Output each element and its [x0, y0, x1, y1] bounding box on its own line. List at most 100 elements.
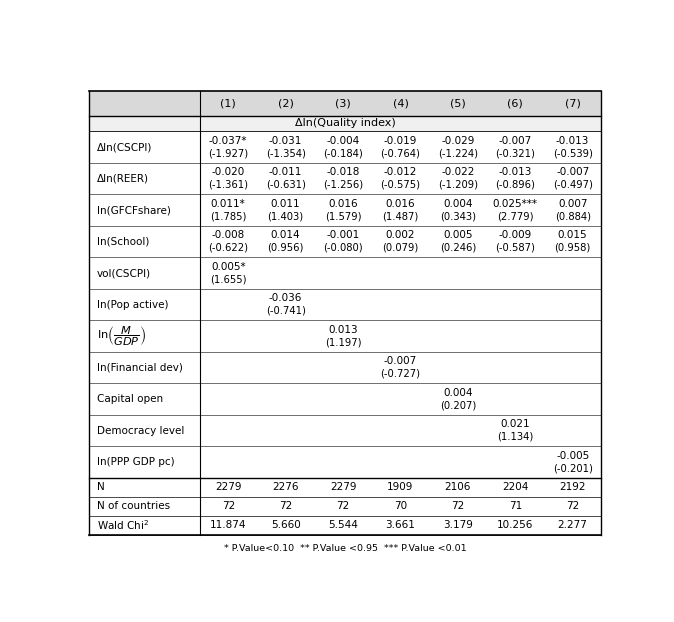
- Text: 0.007: 0.007: [558, 199, 588, 209]
- Text: (5): (5): [450, 98, 466, 108]
- Text: ln(School): ln(School): [97, 236, 150, 246]
- Text: -0.018: -0.018: [326, 167, 360, 177]
- Text: (7): (7): [565, 98, 580, 108]
- Text: 0.013: 0.013: [328, 325, 358, 335]
- Bar: [90, 91, 200, 116]
- Text: ln(Pop active): ln(Pop active): [97, 300, 168, 310]
- Text: (4): (4): [392, 98, 408, 108]
- Text: (-0.080): (-0.080): [324, 243, 363, 253]
- Text: -0.036: -0.036: [269, 293, 303, 304]
- Text: 0.015: 0.015: [558, 230, 588, 240]
- Text: (-0.184): (-0.184): [323, 148, 363, 159]
- Text: 72: 72: [279, 501, 293, 511]
- Text: -0.029: -0.029: [441, 136, 474, 146]
- Text: (0.246): (0.246): [439, 243, 476, 253]
- Bar: [90, 194, 601, 226]
- Bar: [90, 116, 601, 131]
- Bar: [90, 289, 601, 320]
- Text: (2): (2): [278, 98, 294, 108]
- Text: (1.487): (1.487): [382, 211, 419, 221]
- Text: 0.021: 0.021: [501, 419, 530, 429]
- Text: 1909: 1909: [388, 483, 414, 493]
- Text: -0.019: -0.019: [384, 136, 417, 146]
- Text: (-0.631): (-0.631): [266, 180, 305, 190]
- Text: 72: 72: [336, 501, 350, 511]
- Bar: [90, 163, 601, 194]
- Text: -0.031: -0.031: [269, 136, 303, 146]
- Text: -0.022: -0.022: [441, 167, 474, 177]
- Text: (-0.321): (-0.321): [495, 148, 535, 159]
- Text: 71: 71: [509, 501, 522, 511]
- Text: (-1.209): (-1.209): [438, 180, 478, 190]
- Text: 0.025***: 0.025***: [493, 199, 538, 209]
- Text: 72: 72: [222, 501, 235, 511]
- Bar: [90, 320, 601, 352]
- Bar: [90, 415, 601, 447]
- Text: 70: 70: [394, 501, 407, 511]
- Text: -0.011: -0.011: [269, 167, 303, 177]
- Text: (0.079): (0.079): [382, 243, 419, 253]
- Text: Wald Chi$^2$: Wald Chi$^2$: [97, 519, 149, 532]
- Text: -0.009: -0.009: [499, 230, 532, 240]
- Text: (1.134): (1.134): [497, 432, 533, 442]
- Text: -0.004: -0.004: [326, 136, 360, 146]
- Text: (0.207): (0.207): [439, 401, 476, 411]
- Text: -0.020: -0.020: [212, 167, 245, 177]
- Bar: [90, 478, 601, 497]
- Text: 10.256: 10.256: [497, 521, 533, 531]
- Text: 11.874: 11.874: [210, 521, 247, 531]
- Text: 0.014: 0.014: [271, 230, 301, 240]
- Text: 0.016: 0.016: [386, 199, 415, 209]
- Text: 0.005*: 0.005*: [211, 262, 245, 272]
- Text: (-0.539): (-0.539): [553, 148, 592, 159]
- Text: (-1.927): (-1.927): [208, 148, 248, 159]
- Bar: [90, 516, 601, 535]
- Text: 0.011: 0.011: [271, 199, 301, 209]
- Bar: [90, 383, 601, 415]
- Text: (-0.741): (-0.741): [266, 306, 305, 316]
- Text: -0.001: -0.001: [326, 230, 360, 240]
- Text: -0.008: -0.008: [212, 230, 245, 240]
- Text: (0.958): (0.958): [555, 243, 591, 253]
- Text: 72: 72: [566, 501, 579, 511]
- Text: 0.016: 0.016: [328, 199, 358, 209]
- Text: (1): (1): [220, 98, 236, 108]
- Text: (-0.587): (-0.587): [495, 243, 535, 253]
- Text: (1.403): (1.403): [268, 211, 304, 221]
- Bar: [90, 91, 601, 116]
- Text: 0.004: 0.004: [443, 388, 472, 398]
- Text: (-0.622): (-0.622): [208, 243, 248, 253]
- Text: Δln(Quality index): Δln(Quality index): [295, 118, 396, 128]
- Text: (-1.256): (-1.256): [323, 180, 363, 190]
- Text: (1.655): (1.655): [210, 274, 247, 284]
- Text: 2.277: 2.277: [558, 521, 588, 531]
- Text: (-0.575): (-0.575): [380, 180, 421, 190]
- Text: 5.660: 5.660: [271, 521, 301, 531]
- Text: $\ln\!\left(\dfrac{M}{GDP}\right)$: $\ln\!\left(\dfrac{M}{GDP}\right)$: [97, 324, 146, 348]
- Text: ln(Financial dev): ln(Financial dev): [97, 363, 183, 373]
- Text: Δln(CSCPI): Δln(CSCPI): [97, 142, 152, 152]
- Text: Capital open: Capital open: [97, 394, 163, 404]
- Text: (1.785): (1.785): [210, 211, 247, 221]
- Text: (1.197): (1.197): [325, 337, 361, 347]
- Text: (6): (6): [508, 98, 523, 108]
- Text: 0.004: 0.004: [443, 199, 472, 209]
- Text: -0.007: -0.007: [499, 136, 532, 146]
- Text: (-1.354): (-1.354): [266, 148, 305, 159]
- Text: -0.012: -0.012: [384, 167, 417, 177]
- Text: -0.037*: -0.037*: [209, 136, 247, 146]
- Text: 0.005: 0.005: [443, 230, 472, 240]
- Bar: [90, 352, 601, 383]
- Text: N of countries: N of countries: [97, 501, 171, 511]
- Text: -0.013: -0.013: [556, 136, 589, 146]
- Text: (0.956): (0.956): [268, 243, 304, 253]
- Text: 2106: 2106: [445, 483, 471, 493]
- Text: (-0.896): (-0.896): [495, 180, 535, 190]
- Text: (0.343): (0.343): [440, 211, 476, 221]
- Text: 0.011*: 0.011*: [211, 199, 245, 209]
- Text: Δln(REER): Δln(REER): [97, 174, 149, 183]
- Bar: [90, 497, 601, 516]
- Bar: [90, 226, 601, 258]
- Text: Democracy level: Democracy level: [97, 425, 185, 435]
- Bar: [90, 131, 601, 163]
